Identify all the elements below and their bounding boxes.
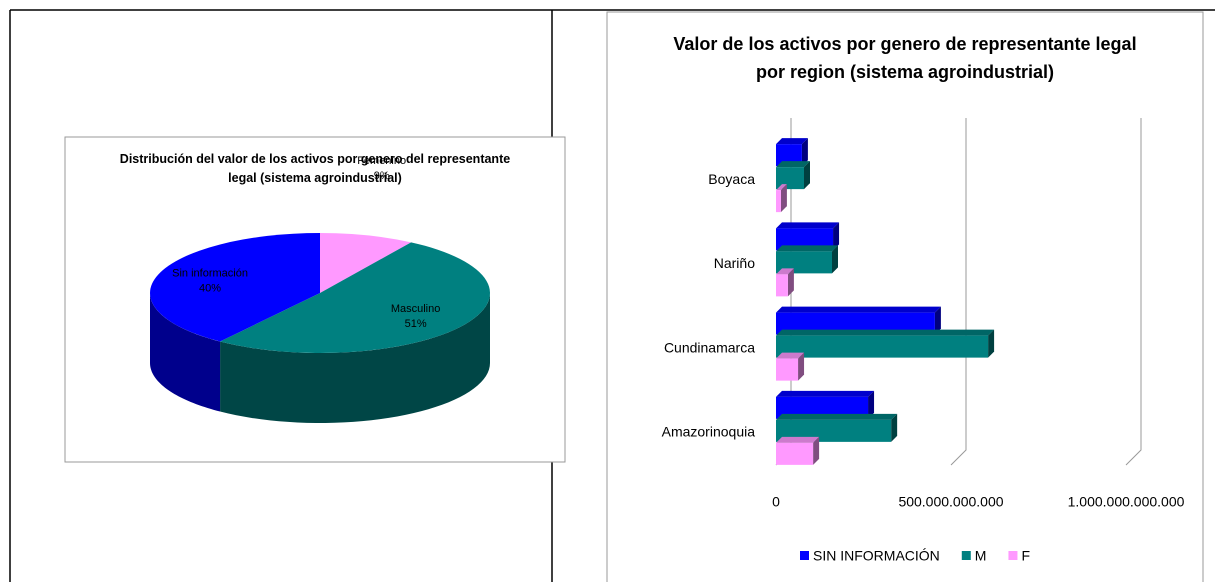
bar <box>776 251 832 274</box>
pie-side <box>150 293 221 412</box>
bar-top <box>776 352 805 359</box>
bar-side <box>813 436 820 465</box>
bar <box>776 274 788 297</box>
pie-slice <box>150 233 320 342</box>
y-tick-label: Cundinamarca <box>664 339 755 355</box>
slice-value-label: 51% <box>405 318 427 330</box>
bar-side <box>780 184 787 213</box>
x-tick-label: 500.000.000.000 <box>898 494 1003 510</box>
grid-line <box>950 118 967 466</box>
bar-top <box>776 222 840 229</box>
bar-top <box>776 390 875 397</box>
bar-side <box>891 413 898 442</box>
bar-top <box>776 184 787 191</box>
bar-top <box>776 306 941 313</box>
pie-slice <box>220 242 491 354</box>
bar <box>776 228 834 251</box>
pie-side <box>220 293 490 423</box>
legend-swatch <box>1008 551 1018 560</box>
pie-slice <box>320 233 412 293</box>
y-tick-label: Boyaca <box>708 171 755 187</box>
legend-swatch <box>961 551 971 560</box>
bar-side <box>934 306 941 335</box>
bar <box>776 167 804 190</box>
legend-label: M <box>975 548 987 564</box>
bar-side <box>787 268 794 297</box>
bar-side <box>798 352 805 381</box>
y-tick-label: Amazorinoquia <box>662 424 756 440</box>
x-tick-label: 1.000.000.000.000 <box>1068 494 1185 510</box>
slice-value-label: 40% <box>199 282 221 294</box>
bar-title: Valor de los activos por genero de repre… <box>673 34 1137 82</box>
bar <box>776 396 869 419</box>
slice-label: Sin información <box>172 267 248 279</box>
bar-top <box>776 436 820 443</box>
bar-side <box>804 161 810 190</box>
bar <box>776 144 802 167</box>
bar-side <box>868 390 875 419</box>
bar <box>776 335 989 358</box>
bar-chart-frame <box>606 11 1204 582</box>
bar-top <box>776 329 995 336</box>
y-tick-label: Nariño <box>714 255 755 271</box>
slice-value-label: 9% <box>374 170 390 182</box>
legend-label: SIN INFORMACIÓN <box>813 548 940 564</box>
legend-swatch <box>800 551 809 560</box>
bar-top <box>776 413 898 420</box>
bar-top <box>776 268 794 275</box>
bar <box>776 419 892 442</box>
bar-side <box>833 222 840 251</box>
bar-side <box>988 329 995 358</box>
pie-title: Distribución del valor de los activos po… <box>119 152 511 185</box>
slice-label: Femenino <box>357 155 406 167</box>
bar-top <box>776 245 838 252</box>
bar-side <box>801 138 808 167</box>
x-tick-label: 0 <box>772 494 780 510</box>
bar-side <box>832 245 838 274</box>
slice-label: Masculino <box>391 303 441 315</box>
bar <box>776 190 781 213</box>
bar <box>776 358 799 381</box>
bar <box>776 442 814 465</box>
bar-top <box>776 161 810 168</box>
legend-label: F <box>1021 548 1030 564</box>
bar <box>776 312 935 335</box>
bar-top <box>776 138 808 145</box>
grid-line <box>1125 118 1142 466</box>
